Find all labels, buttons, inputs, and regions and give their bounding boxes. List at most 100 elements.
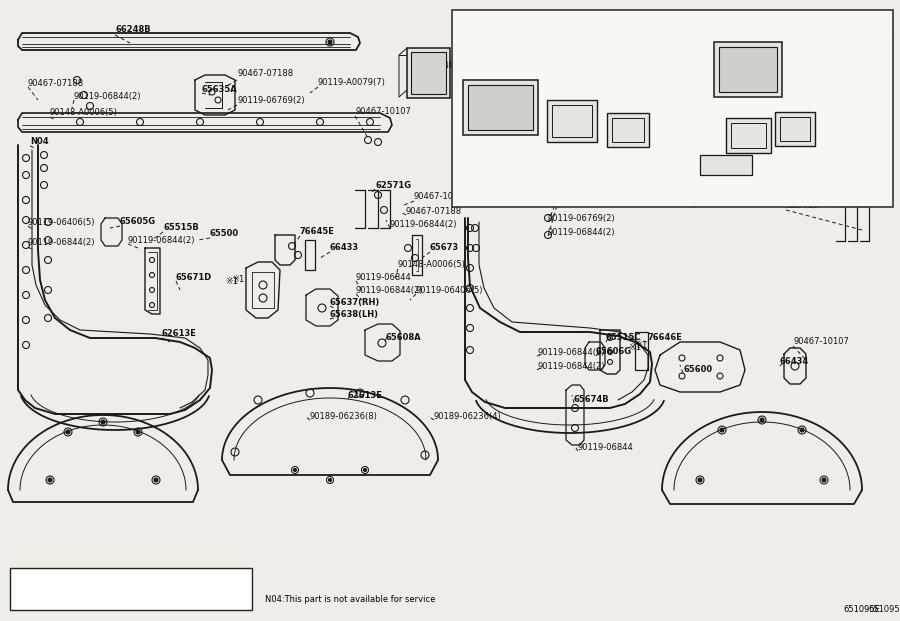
Text: 65673: 65673 (430, 243, 459, 253)
Text: 76645E: 76645E (300, 227, 335, 237)
Circle shape (154, 478, 158, 482)
Text: 91661-60616(2): 91661-60616(2) (30, 595, 111, 604)
Circle shape (66, 430, 70, 434)
Text: 62613E: 62613E (348, 391, 382, 399)
Text: 90119-06844(2): 90119-06844(2) (356, 286, 424, 294)
Text: 90119-A0079(7): 90119-A0079(7) (718, 176, 786, 186)
Text: 90467-07188: 90467-07188 (406, 207, 462, 215)
Text: 76646E: 76646E (647, 333, 682, 343)
Text: LOCAL SOURCED PARTS: LOCAL SOURCED PARTS (144, 574, 238, 583)
Circle shape (364, 468, 366, 471)
Text: 65637(RH): 65637(RH) (330, 297, 380, 307)
Text: 90119-06844(2): 90119-06844(2) (74, 91, 141, 101)
Text: 62613E: 62613E (162, 330, 197, 338)
Bar (731, 123, 766, 148)
Text: 64769G: 64769G (793, 117, 829, 125)
Text: TYPE B(RH ONLY): TYPE B(RH ONLY) (746, 20, 841, 30)
Text: 90119-06844(2): 90119-06844(2) (28, 238, 95, 248)
Bar (607, 113, 649, 147)
Bar (463, 80, 538, 135)
Circle shape (800, 428, 804, 432)
Text: 64768F: 64768F (736, 130, 770, 140)
Circle shape (778, 155, 782, 159)
Text: 65608A: 65608A (385, 332, 420, 342)
Text: 64742E(LH): 64742E(LH) (480, 60, 535, 70)
Text: 65606G: 65606G (596, 348, 632, 356)
Circle shape (760, 418, 764, 422)
Text: 64768F: 64768F (540, 96, 575, 106)
Text: 90080-15097: 90080-15097 (514, 81, 570, 89)
Text: 90467-10107(2): 90467-10107(2) (726, 191, 794, 201)
Bar (407, 48, 450, 98)
Text: ※1: ※1 (635, 340, 647, 350)
Bar (10, 568, 252, 610)
Text: N04:This part is not available for service: N04:This part is not available for servi… (265, 594, 436, 604)
Bar (468, 85, 533, 130)
Text: 90119-06844(2): 90119-06844(2) (548, 227, 616, 237)
Bar (780, 117, 810, 141)
Text: 64703A(RH): 64703A(RH) (565, 40, 622, 50)
Text: 90148-A0006(5): 90148-A0006(5) (398, 260, 466, 270)
Circle shape (328, 40, 332, 44)
Text: 90189-06236(4): 90189-06236(4) (434, 412, 502, 420)
Text: N04: N04 (30, 137, 49, 147)
Text: 90119-06844: 90119-06844 (578, 443, 634, 451)
Bar (452, 10, 893, 207)
Circle shape (720, 428, 724, 432)
Text: 90148-A0006(5): 90148-A0006(5) (50, 109, 118, 117)
Bar (719, 47, 777, 92)
Text: 65671D: 65671D (176, 273, 212, 281)
Text: 64991A: 64991A (437, 60, 472, 70)
Text: 65674B: 65674B (574, 394, 609, 404)
Text: 90467-10107: 90467-10107 (793, 337, 849, 347)
Text: 90467-10107: 90467-10107 (355, 107, 411, 117)
Text: 66434: 66434 (780, 358, 809, 366)
Text: 65638(LH): 65638(LH) (330, 310, 379, 319)
Bar (612, 118, 644, 142)
Text: 65515B: 65515B (163, 224, 199, 232)
Text: 90119-06769(2): 90119-06769(2) (548, 214, 616, 222)
Text: 65605G: 65605G (120, 217, 156, 227)
Bar (775, 112, 815, 146)
Text: 90119-06844(2): 90119-06844(2) (537, 361, 605, 371)
Circle shape (698, 478, 702, 482)
Text: 64769G: 64769G (609, 81, 645, 89)
Text: 90119-A0079(7): 90119-A0079(7) (318, 78, 386, 88)
Bar (700, 155, 752, 175)
Text: TYPE A: TYPE A (551, 20, 591, 30)
Text: 90119-06844(2): 90119-06844(2) (128, 235, 195, 245)
Text: ※1: ※1 (232, 276, 244, 284)
Text: 65600: 65600 (683, 365, 712, 373)
Bar (552, 105, 592, 137)
Text: 651095E: 651095E (868, 604, 900, 614)
Text: 64741D(RH): 64741D(RH) (480, 47, 537, 57)
Text: 65636A: 65636A (576, 199, 612, 207)
Text: 62572F: 62572F (786, 201, 821, 211)
Text: ※1: ※1 (628, 343, 642, 351)
Text: 65500: 65500 (210, 230, 239, 238)
Text: 90080-11273(2): 90080-11273(2) (151, 595, 232, 604)
Text: 90467-10107(2): 90467-10107(2) (414, 193, 482, 201)
Text: 65635A: 65635A (202, 84, 238, 94)
Text: 90080-15097: 90080-15097 (685, 112, 741, 122)
Circle shape (328, 479, 331, 481)
Text: 90148-A0006(12): 90148-A0006(12) (475, 145, 548, 153)
Text: 90148-A0006(6): 90148-A0006(6) (763, 40, 831, 50)
Text: 90119-06769(2): 90119-06769(2) (237, 96, 304, 106)
Text: JAPAN SOURCED PARTS: JAPAN SOURCED PARTS (24, 574, 117, 583)
Circle shape (293, 468, 296, 471)
Text: 90467-07188: 90467-07188 (237, 70, 293, 78)
Text: ※1: ※1 (225, 278, 238, 286)
Text: 90119-06844(2): 90119-06844(2) (537, 348, 605, 356)
Text: 66433: 66433 (330, 243, 359, 253)
Circle shape (101, 420, 105, 424)
Text: 64704A(LH): 64704A(LH) (565, 53, 620, 63)
Text: 90119-06406(5): 90119-06406(5) (28, 217, 95, 227)
Text: 64741D: 64741D (703, 40, 739, 50)
Text: 66249B: 66249B (583, 166, 618, 175)
Text: 651095E: 651095E (843, 604, 880, 614)
Text: 90119-06406(5): 90119-06406(5) (416, 286, 483, 294)
Text: 90119-06844(2): 90119-06844(2) (390, 219, 457, 229)
Text: 66248B: 66248B (115, 25, 150, 35)
Bar (714, 42, 782, 97)
